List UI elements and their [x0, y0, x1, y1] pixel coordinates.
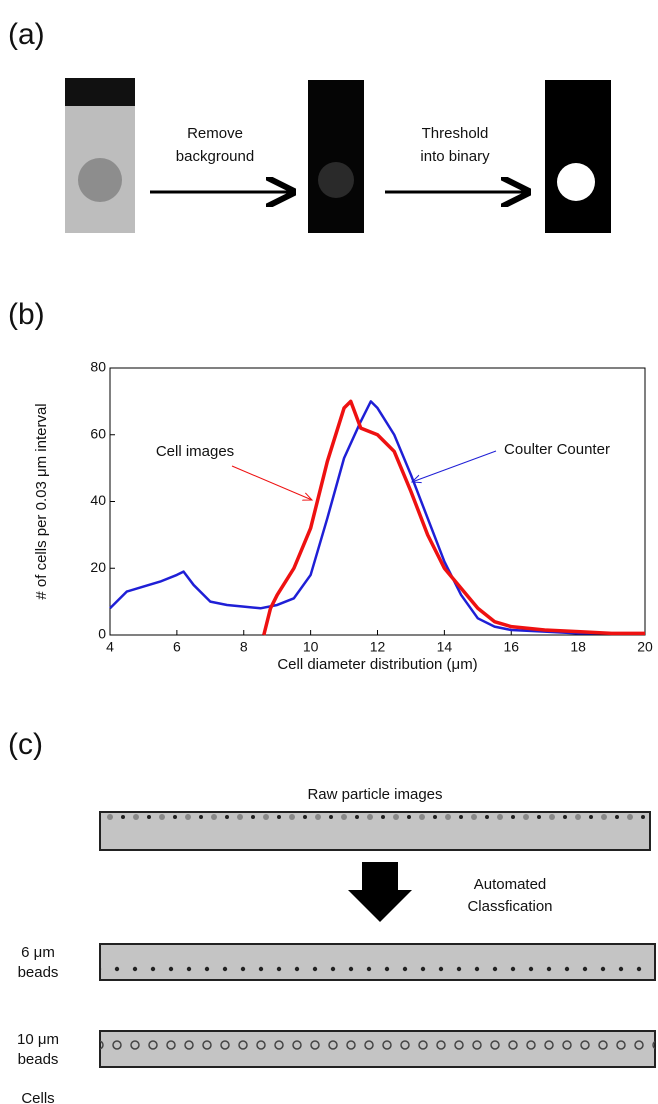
figure: (a) Remove background Threshold into bin…: [0, 0, 658, 1104]
strip-particles: [100, 1031, 655, 1067]
step-label: Threshold: [422, 125, 489, 142]
image-binary: [545, 80, 611, 233]
down-arrow: [348, 862, 412, 922]
image-bg-removed: [308, 80, 364, 233]
row-label: beads: [18, 1051, 59, 1068]
series-line: [264, 401, 645, 635]
annotation: Cell images: [156, 443, 234, 460]
x-tick-label: 18: [570, 639, 586, 655]
y-axis-label: # of cells per 0.03 μm interval: [33, 403, 50, 599]
x-tick-label: 4: [106, 639, 114, 655]
step-label: into binary: [420, 148, 490, 165]
panel-label: (a): [8, 18, 45, 51]
y-tick-label: 0: [98, 626, 106, 642]
y-tick-label: 40: [90, 492, 106, 508]
annotation: Coulter Counter: [504, 441, 610, 458]
cell: [318, 162, 354, 198]
x-tick-label: 6: [173, 639, 181, 655]
annotation-arrow: [232, 466, 312, 500]
step-label: background: [176, 148, 254, 165]
strip-particles: [100, 944, 655, 980]
x-tick-label: 10: [303, 639, 319, 655]
chart: 0 20 40 60 80 4 6 8 10 12 14 16 18 20 Cell diameter di…: [33, 359, 653, 673]
x-tick-label: 16: [503, 639, 519, 655]
strip-particles: [100, 812, 650, 850]
step-label: Automated: [474, 876, 547, 893]
step-label: Remove: [187, 125, 243, 142]
row-label: 10 μm: [17, 1031, 59, 1048]
x-tick-label: 14: [437, 639, 453, 655]
y-tick-label: 60: [90, 425, 106, 441]
cell: [78, 158, 122, 202]
annotation-arrow: [412, 451, 496, 482]
image-raw-top: [65, 78, 135, 106]
strip-title: Raw particle images: [307, 786, 442, 803]
panel-label: (b): [8, 298, 45, 331]
step-label: Classfication: [467, 898, 552, 915]
row-label: 6 μm: [21, 944, 55, 961]
panel-label: (c): [8, 728, 43, 761]
row-label: beads: [18, 964, 59, 981]
x-tick-label: 20: [637, 639, 653, 655]
x-axis-label: Cell diameter distribution (μm): [277, 656, 477, 673]
row-label: Cells: [21, 1090, 54, 1104]
x-tick-label: 8: [240, 639, 248, 655]
cell: [557, 163, 595, 201]
y-tick-label: 80: [90, 359, 106, 375]
x-tick-label: 12: [370, 639, 386, 655]
y-tick-label: 20: [90, 559, 106, 575]
